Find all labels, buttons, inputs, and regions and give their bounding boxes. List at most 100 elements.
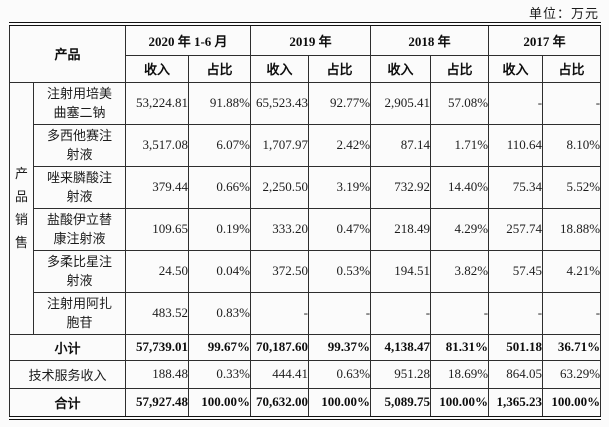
revenue-cell: 57,739.01	[125, 333, 190, 361]
ratio-cell: 2.42%	[308, 123, 372, 167]
revenue-cell: 1,707.97	[250, 123, 310, 167]
header-row-metrics: 收入 占比 收入 占比 收入 占比 收入 占比	[10, 54, 602, 83]
ratio-cell: 100.00%	[308, 387, 372, 419]
revenue-header-2017: 收入	[488, 54, 544, 83]
subtotal-label: 小计	[8, 333, 127, 361]
table-row-tech-service: 技术服务收入 188.48 0.33% 444.41 0.63% 951.28 …	[8, 359, 602, 389]
ratio-cell: 0.63%	[308, 359, 372, 389]
ratio-cell: 0.47%	[308, 207, 372, 251]
ratio-cell: 63.29%	[542, 359, 602, 389]
header-row-years: 产品 2020 年 1-6 月 2019 年 2018 年 2017 年	[8, 23, 602, 83]
ratio-cell: 92.77%	[308, 81, 372, 125]
revenue-cell: 732.92	[370, 165, 432, 209]
revenue-header-2020: 收入	[125, 54, 190, 83]
ratio-cell: 57.08%	[430, 81, 490, 125]
year-header-2017: 2017 年	[488, 23, 602, 56]
ratio-cell: 0.83%	[188, 291, 252, 335]
revenue-cell: 2,905.41	[370, 81, 432, 125]
ratio-header-2017: 占比	[542, 54, 602, 83]
revenue-cell: 53,224.81	[125, 81, 190, 125]
ratio-cell: -	[542, 81, 602, 125]
revenue-cell: 483.52	[125, 291, 190, 335]
ratio-cell: -	[308, 291, 372, 335]
ratio-cell: 0.33%	[188, 359, 252, 389]
table-row-subtotal: 小计 57,739.01 99.67% 70,187.60 99.37% 4,1…	[8, 333, 602, 361]
revenue-cell: 379.44	[125, 165, 190, 209]
table-row-total: 合计 57,927.48 100.00% 70,632.00 100.00% 5…	[8, 387, 602, 419]
ratio-header-2020: 占比	[188, 54, 252, 83]
product-name-cell: 多柔比星注射液	[32, 249, 127, 293]
ratio-cell: 4.21%	[542, 249, 602, 293]
table-row-doxorubicin: 多柔比星注射液 24.50 0.04% 372.50 0.53% 194.51 …	[10, 249, 602, 293]
revenue-cell: -	[250, 291, 310, 335]
product-name-cell: 唑来膦酸注射液	[32, 165, 127, 209]
product-name-cell: 注射用阿扎胞苷	[32, 291, 127, 335]
ratio-cell: 81.31%	[430, 333, 490, 361]
ratio-cell: 99.37%	[308, 333, 372, 361]
ratio-cell: 36.71%	[542, 333, 602, 361]
revenue-cell: 109.65	[125, 207, 190, 251]
revenue-cell: 951.28	[370, 359, 432, 389]
ratio-cell: 0.66%	[188, 165, 252, 209]
ratio-cell: 18.69%	[430, 359, 490, 389]
revenue-cell: 1,365.23	[488, 387, 544, 419]
year-header-2018: 2018 年	[370, 23, 490, 56]
product-sales-group-label: 产品销售	[9, 81, 34, 335]
revenue-cell: -	[488, 81, 544, 125]
revenue-cell: 188.48	[125, 359, 190, 389]
ratio-cell: 8.10%	[542, 123, 602, 167]
revenue-cell: 218.49	[370, 207, 432, 251]
product-name-cell: 多西他赛注射液	[32, 123, 127, 167]
ratio-header-2019: 占比	[308, 54, 372, 83]
revenue-cell: 864.05	[488, 359, 544, 389]
revenue-cell: 75.34	[488, 165, 544, 209]
ratio-cell: 91.88%	[188, 81, 252, 125]
revenue-header-2019: 收入	[250, 54, 310, 83]
revenue-cell: 501.18	[488, 333, 544, 361]
product-name-cell: 盐酸伊立替康注射液	[32, 207, 127, 251]
total-label: 合计	[8, 387, 127, 419]
revenue-cell: 87.14	[370, 123, 432, 167]
revenue-cell: 57,927.48	[125, 387, 190, 419]
year-header-2020: 2020 年 1-6 月	[125, 23, 252, 56]
ratio-cell: 0.19%	[188, 207, 252, 251]
ratio-cell: 5.52%	[542, 165, 602, 209]
revenue-cell: 57.45	[488, 249, 544, 293]
tech-service-label: 技术服务收入	[8, 359, 127, 389]
ratio-cell: 14.40%	[430, 165, 490, 209]
ratio-cell: 3.19%	[308, 165, 372, 209]
ratio-cell: 100.00%	[430, 387, 490, 419]
table-row-azacitidine: 注射用阿扎胞苷 483.52 0.83% - - - - - -	[10, 291, 602, 335]
ratio-cell: 6.07%	[188, 123, 252, 167]
ratio-cell: 4.29%	[430, 207, 490, 251]
table-row-irinotecan: 盐酸伊立替康注射液 109.65 0.19% 333.20 0.47% 218.…	[10, 207, 602, 251]
revenue-cell: 110.64	[488, 123, 544, 167]
ratio-cell: 1.71%	[430, 123, 490, 167]
ratio-cell: 0.53%	[308, 249, 372, 293]
revenue-cell: -	[370, 291, 432, 335]
product-revenue-table: 产品 2020 年 1-6 月 2019 年 2018 年 2017 年 收入 …	[8, 22, 602, 420]
revenue-cell: 257.74	[488, 207, 544, 251]
revenue-cell: 70,632.00	[250, 387, 310, 419]
revenue-cell: 65,523.43	[250, 81, 310, 125]
product-name-cell: 注射用培美曲塞二钠	[32, 81, 127, 125]
table-row-pemetrexed: 产品销售 注射用培美曲塞二钠 53,224.81 91.88% 65,523.4…	[9, 81, 602, 335]
ratio-cell: 0.04%	[188, 249, 252, 293]
revenue-cell: -	[488, 291, 544, 335]
ratio-cell: 18.88%	[542, 207, 602, 251]
ratio-cell: 100.00%	[188, 387, 252, 419]
year-header-2019: 2019 年	[250, 23, 372, 56]
revenue-cell: 444.41	[250, 359, 310, 389]
ratio-cell: 99.67%	[188, 333, 252, 361]
product-column-header: 产品	[8, 23, 127, 83]
table-row-docetaxel: 多西他赛注射液 3,517.08 6.07% 1,707.97 2.42% 87…	[10, 123, 602, 167]
ratio-cell: 100.00%	[542, 387, 602, 419]
revenue-header-2018: 收入	[370, 54, 432, 83]
revenue-cell: 70,187.60	[250, 333, 310, 361]
revenue-cell: 3,517.08	[125, 123, 190, 167]
revenue-cell: 24.50	[125, 249, 190, 293]
revenue-cell: 5,089.75	[370, 387, 432, 419]
unit-label: 单位：万元	[528, 6, 599, 21]
revenue-cell: 2,250.50	[250, 165, 310, 209]
